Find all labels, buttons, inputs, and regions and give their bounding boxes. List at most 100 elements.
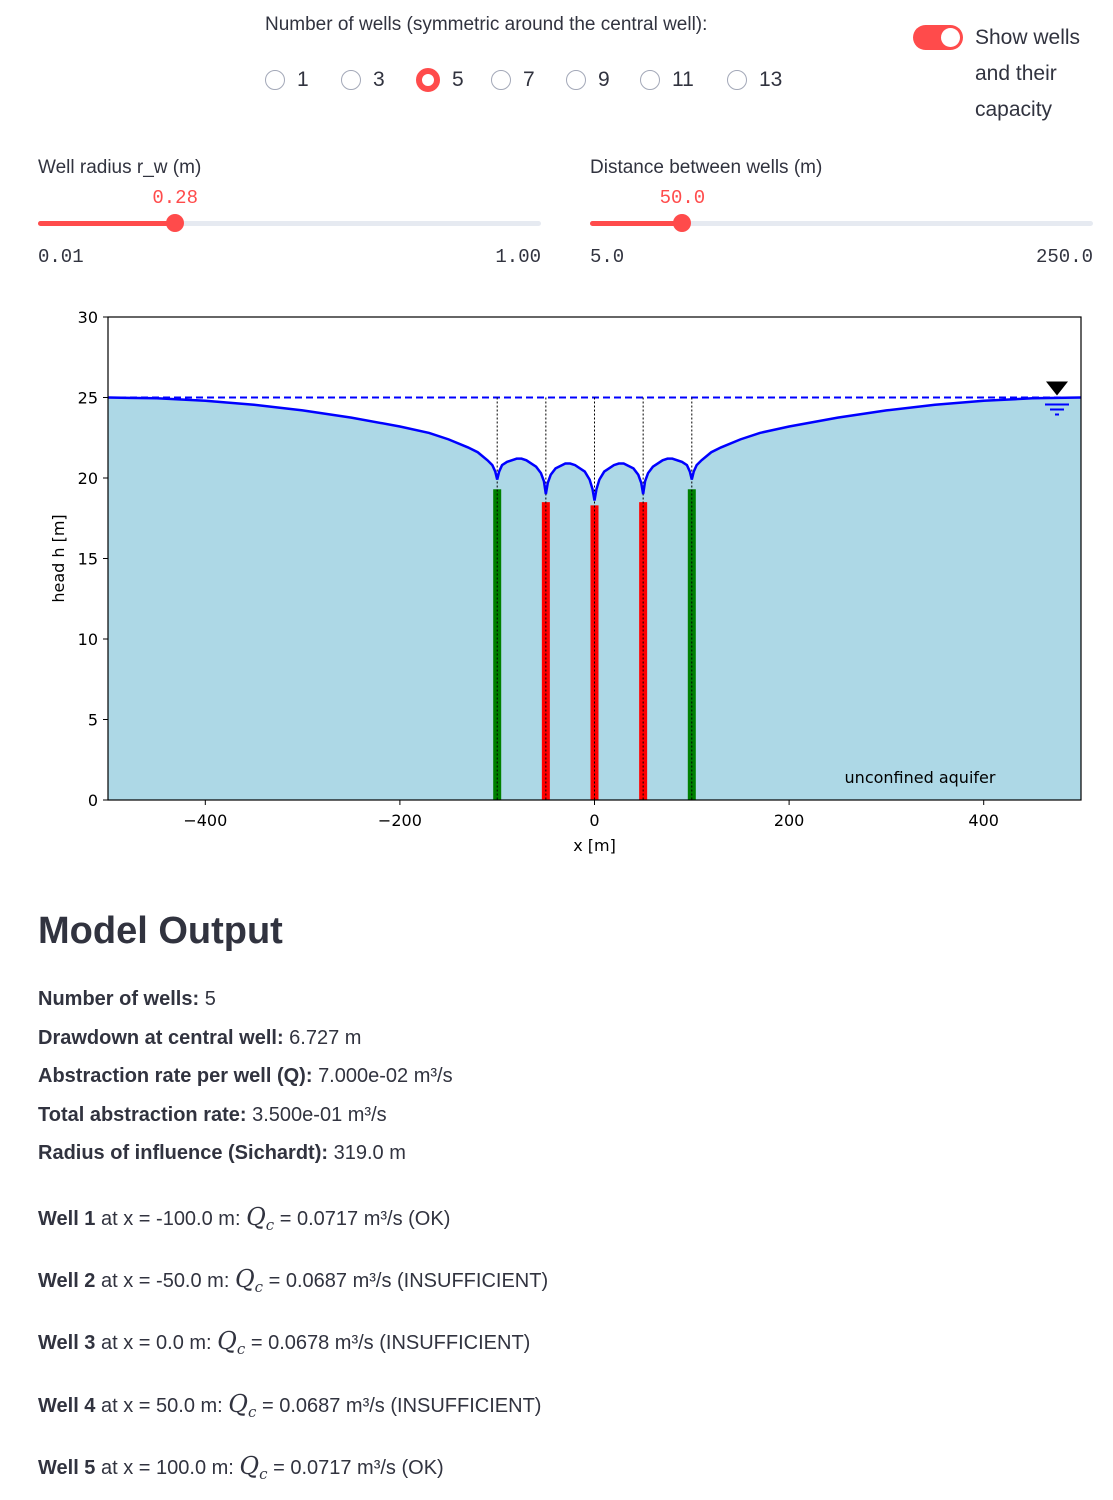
radio-circle — [727, 70, 747, 90]
radio-option-label: 9 — [598, 68, 610, 91]
summary-label: Drawdown at central well: — [38, 1026, 284, 1049]
radio-label: Number of wells (symmetric around the ce… — [265, 14, 708, 35]
toggle[interactable] — [913, 25, 963, 50]
radio-option-label: 11 — [672, 68, 694, 91]
well-line: Well 4 at x = 50.0 m: Qc = 0.0687 m³/s (… — [38, 1390, 541, 1421]
x-tick-label: 400 — [968, 811, 999, 830]
radio-option[interactable]: 1 — [265, 68, 309, 92]
annotation: unconfined aquifer — [845, 768, 996, 787]
well-result: = 0.0717 m³/s (OK) — [273, 1456, 444, 1479]
radio-option[interactable]: 7 — [491, 68, 535, 92]
well-position: at x = 0.0 m: — [101, 1332, 212, 1355]
well-result: = 0.0687 m³/s (INSUFFICIENT) — [261, 1394, 542, 1417]
math-symbol: Q — [239, 1451, 260, 1480]
y-tick-label: 5 — [88, 711, 98, 730]
well-name: Well 5 — [38, 1456, 96, 1479]
well-screen — [687, 489, 696, 800]
well-result: = 0.0678 m³/s (INSUFFICIENT) — [250, 1332, 531, 1355]
slider-fill — [590, 221, 683, 226]
well-position: at x = -50.0 m: — [101, 1270, 230, 1293]
slider-max: 1.00 — [495, 246, 541, 268]
x-tick-label: 0 — [589, 811, 599, 830]
y-tick-label: 10 — [78, 630, 98, 649]
well-position: at x = 100.0 m: — [101, 1456, 234, 1479]
summary-value: 6.727 m — [289, 1026, 362, 1049]
y-tick-label: 0 — [88, 791, 98, 810]
summary-label: Abstraction rate per well (Q): — [38, 1065, 313, 1087]
summary-value: 5 — [204, 988, 216, 1010]
well-name: Well 1 — [38, 1208, 96, 1230]
summary-line: Total abstraction rate: 3.500e-01 m³/s — [38, 1104, 387, 1127]
x-axis-label: x [m] — [573, 836, 616, 855]
math-subscript: c — [254, 1278, 264, 1297]
radio-option-label: 13 — [759, 68, 783, 91]
well-position: at x = 50.0 m: — [101, 1394, 223, 1417]
summary-line: Radius of influence (Sichardt): 319.0 m — [38, 1142, 406, 1165]
x-tick-label: −200 — [378, 811, 422, 830]
well-screen — [590, 505, 599, 800]
math-subscript: c — [259, 1464, 268, 1483]
radio-option[interactable]: 9 — [566, 68, 610, 92]
y-tick-label: 15 — [78, 550, 98, 569]
math-symbol: Q — [246, 1203, 266, 1231]
slider-value: 0.28 — [152, 187, 198, 209]
summary-label: Total abstraction rate: — [38, 1103, 247, 1126]
well-result: = 0.0687 m³/s (INSUFFICIENT) — [268, 1270, 549, 1293]
radio-option[interactable]: 3 — [341, 68, 385, 92]
y-axis-label: head h [m] — [49, 514, 68, 602]
summary-value: 319.0 m — [333, 1142, 406, 1164]
math-subscript: c — [265, 1216, 275, 1234]
y-tick-label: 20 — [78, 469, 98, 488]
summary-line: Abstraction rate per well (Q): 7.000e-02… — [38, 1065, 453, 1088]
slider-thumb[interactable] — [166, 214, 185, 232]
radio-circle — [566, 70, 586, 90]
radio-circle — [640, 70, 660, 90]
math-subscript: c — [236, 1340, 246, 1359]
math-subscript: c — [247, 1402, 257, 1421]
radio-option-label: 3 — [373, 68, 385, 91]
slider-track[interactable] — [38, 221, 541, 226]
radio-circle — [491, 70, 511, 90]
well-line: Well 2 at x = -50.0 m: Qc = 0.0687 m³/s … — [38, 1265, 548, 1296]
well-name: Well 4 — [38, 1394, 96, 1417]
summary-label: Number of wells: — [38, 988, 200, 1010]
well-result: = 0.0717 m³/s (OK) — [279, 1208, 451, 1230]
toggle-label[interactable]: Show wells and their capacity — [975, 26, 1081, 121]
y-tick-label: 25 — [78, 389, 98, 408]
section-title: Model Output — [38, 910, 283, 952]
radio-option-label: 7 — [523, 68, 535, 91]
well-screen — [493, 489, 502, 800]
slider-max: 250.0 — [1035, 246, 1093, 268]
radio-option[interactable]: 5 — [416, 68, 464, 92]
radio-option-label: 5 — [452, 68, 464, 91]
radio-circle — [265, 70, 285, 90]
chart: −400 −200 0 200 400 0 5 10 15 20 25 30 x [m] head h [… — [49, 308, 1082, 855]
radio-circle — [416, 68, 440, 92]
slider-min: 5.0 — [590, 246, 625, 268]
x-tick-label: 200 — [774, 811, 805, 830]
slider-thumb[interactable] — [673, 214, 692, 232]
slider-min: 0.01 — [38, 246, 84, 268]
x-tick-label: −400 — [183, 811, 227, 830]
well-position: at x = -100.0 m: — [101, 1208, 241, 1230]
math-symbol: Q — [228, 1389, 248, 1418]
slider-fill — [38, 221, 176, 226]
summary-line: Number of wells: 5 — [38, 988, 216, 1011]
summary-label: Radius of influence (Sichardt): — [38, 1142, 329, 1164]
head-line — [107, 396, 1082, 501]
summary-value: 7.000e-02 m³/s — [318, 1065, 453, 1087]
y-tick-label: 30 — [78, 308, 98, 327]
radio-option[interactable]: 13 — [727, 68, 782, 92]
well-name: Well 2 — [38, 1270, 96, 1293]
well-name: Well 3 — [38, 1332, 96, 1355]
slider-label: Well radius r_w (m) — [38, 157, 202, 178]
water-symbol — [1046, 381, 1068, 396]
radio-option[interactable]: 11 — [640, 68, 694, 92]
well-line: Well 5 at x = 100.0 m: Qc = 0.0717 m³/s … — [38, 1452, 444, 1483]
slider-track[interactable] — [590, 221, 1093, 226]
math-symbol: Q — [217, 1327, 237, 1356]
well-line: Well 1 at x = -100.0 m: Qc = 0.0717 m³/s… — [38, 1203, 450, 1234]
math-symbol: Q — [234, 1265, 255, 1294]
slider-label: Distance between wells (m) — [590, 157, 823, 178]
